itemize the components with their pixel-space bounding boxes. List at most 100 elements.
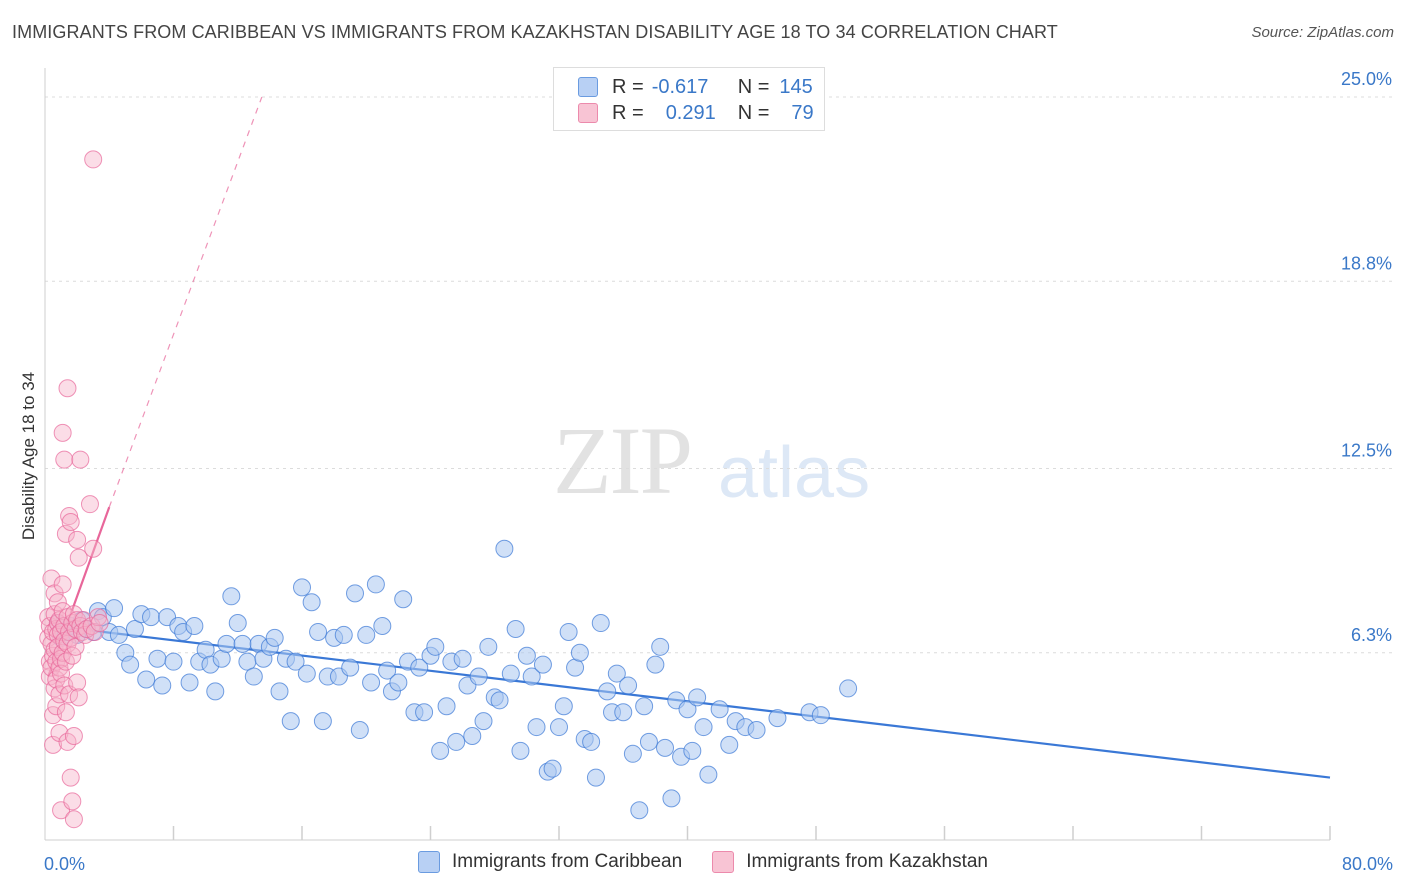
point-kazakhstan [71, 450, 90, 469]
r-label: R = [612, 101, 644, 124]
point-kazakhstan [84, 150, 103, 169]
point-caribbean [125, 619, 144, 638]
point-caribbean [217, 634, 236, 653]
legend-swatch-blue [578, 77, 598, 97]
point-caribbean [373, 617, 392, 636]
chart-title: IMMIGRANTS FROM CARIBBEAN VS IMMIGRANTS … [12, 22, 1058, 42]
gridlines [45, 96, 1392, 654]
point-caribbean [495, 539, 514, 558]
point-caribbean [105, 599, 124, 618]
point-caribbean [651, 637, 670, 656]
point-caribbean [683, 741, 702, 760]
point-caribbean [350, 721, 369, 740]
point-caribbean [598, 682, 617, 701]
point-caribbean [527, 718, 546, 737]
point-caribbean [142, 608, 161, 627]
point-caribbean [720, 735, 739, 754]
point-caribbean [517, 646, 536, 665]
point-caribbean [286, 652, 305, 671]
point-caribbean [228, 614, 247, 633]
point-kazakhstan [90, 614, 109, 633]
r-label: R = [612, 75, 644, 98]
axis-labels: 6.3% 12.5% 18.8% 25.0% 0.0% 80.0% Disability A… [19, 69, 1393, 874]
x-tick-label-min: 0.0% [44, 854, 85, 874]
point-caribbean [153, 676, 172, 695]
point-caribbean [378, 661, 397, 680]
point-caribbean [591, 614, 610, 633]
point-caribbean [341, 658, 360, 677]
n-label: N = [737, 75, 770, 98]
source-note: Source: ZipAtlas.com [1251, 24, 1394, 41]
y-tick-label: 18.8% [1341, 253, 1392, 273]
point-caribbean [164, 652, 183, 671]
point-caribbean [635, 697, 654, 716]
point-caribbean [619, 676, 638, 695]
point-kazakhstan [52, 649, 71, 668]
point-kazakhstan [69, 688, 88, 707]
point-caribbean [662, 789, 681, 808]
point-caribbean [570, 643, 589, 662]
point-kazakhstan [56, 703, 75, 722]
point-kazakhstan [53, 423, 72, 442]
point-kazakhstan [68, 530, 87, 549]
legend-row-kazakhstan: R = 0.291 N = 79 [578, 100, 814, 126]
point-caribbean [426, 637, 445, 656]
point-caribbean [582, 732, 601, 751]
point-caribbean [270, 682, 289, 701]
point-caribbean [265, 628, 284, 647]
point-caribbean [293, 578, 311, 597]
legend-swatch-blue [417, 851, 440, 873]
point-caribbean [346, 584, 365, 603]
point-caribbean [137, 670, 156, 689]
point-caribbean [694, 718, 713, 737]
point-caribbean [543, 759, 562, 778]
point-kazakhstan [47, 652, 66, 671]
point-kazakhstan [61, 512, 80, 531]
point-caribbean [185, 617, 204, 636]
point-kazakhstan [52, 664, 71, 683]
legend-item-caribbean: Immigrants from Caribbean [417, 851, 682, 873]
point-caribbean [313, 712, 332, 731]
point-caribbean [630, 801, 649, 820]
point-caribbean [710, 700, 729, 719]
point-kazakhstan [47, 697, 66, 716]
point-kazakhstan [58, 379, 77, 398]
series-caribbean [48, 539, 858, 820]
legend-label-kazakhstan: Immigrants from Kazakhstan [746, 851, 988, 872]
point-caribbean [394, 590, 413, 609]
point-kazakhstan [56, 524, 75, 543]
point-caribbean [501, 664, 520, 683]
point-caribbean [607, 664, 626, 683]
point-caribbean [533, 655, 552, 674]
point-caribbean [437, 697, 456, 716]
point-kazakhstan [89, 608, 108, 627]
n-value-kazakhstan: 79 [791, 101, 814, 124]
point-caribbean [180, 673, 199, 692]
point-caribbean [522, 667, 541, 686]
watermark-zip: ZIP [553, 407, 693, 514]
point-kazakhstan [64, 726, 83, 745]
point-caribbean [415, 703, 434, 722]
point-caribbean [281, 712, 300, 731]
series-kazakhstan [39, 150, 109, 829]
point-caribbean [389, 673, 408, 692]
point-caribbean [656, 738, 675, 757]
point-caribbean [550, 718, 568, 737]
point-caribbean [410, 658, 429, 677]
point-caribbean [148, 649, 167, 668]
point-kazakhstan [64, 810, 83, 829]
point-caribbean [309, 622, 328, 641]
point-kazakhstan [61, 768, 80, 787]
point-caribbean [811, 706, 830, 725]
legend-item-kazakhstan: Immigrants from Kazakhstan [712, 851, 988, 873]
y-tick-label: 25.0% [1341, 69, 1392, 89]
y-axis-label: Disability Age 18 to 34 [19, 372, 38, 540]
point-caribbean [334, 625, 353, 644]
point-caribbean [699, 765, 718, 784]
point-kazakhstan [68, 673, 87, 692]
point-caribbean [233, 634, 252, 653]
point-caribbean [646, 655, 665, 674]
point-caribbean [623, 744, 642, 763]
point-kazakhstan [40, 652, 59, 671]
